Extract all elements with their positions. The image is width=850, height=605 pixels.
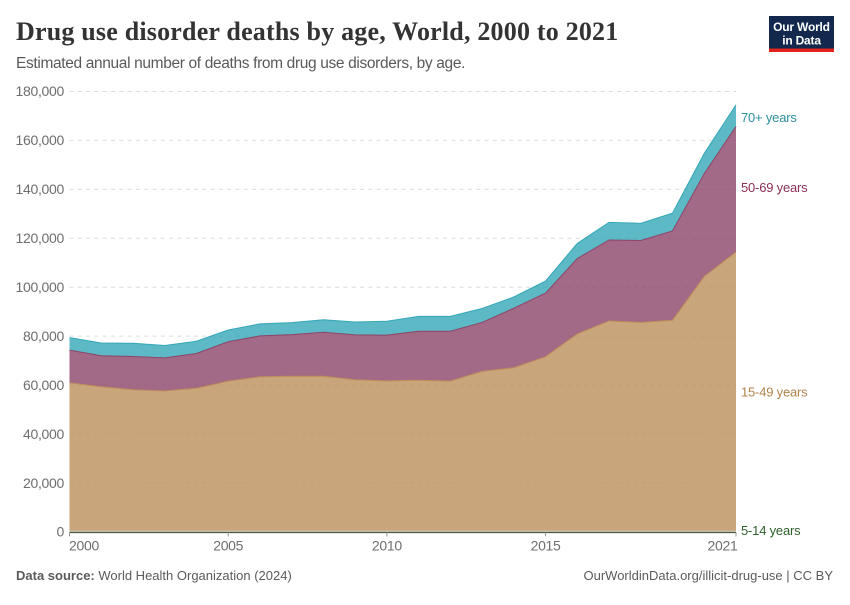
svg-text:140,000: 140,000 [15,181,64,197]
svg-text:120,000: 120,000 [15,230,64,246]
svg-text:Estimated annual number of dea: Estimated annual number of deaths from d… [16,55,465,72]
svg-text:70+ years: 70+ years [741,110,797,125]
svg-text:40,000: 40,000 [23,426,65,442]
svg-text:5-14 years: 5-14 years [741,523,801,538]
svg-text:2000: 2000 [69,538,99,554]
svg-text:Drug use disorder deaths by ag: Drug use disorder deaths by age, World, … [16,17,618,46]
svg-text:0: 0 [57,524,65,540]
svg-text:OurWorldinData.org/illicit-dru: OurWorldinData.org/illicit-drug-use | CC… [584,568,834,583]
svg-text:Data source: World Health Orga: Data source: World Health Organization (… [16,568,292,583]
svg-text:2021: 2021 [708,538,738,554]
svg-text:2015: 2015 [531,538,561,554]
svg-text:15-49 years: 15-49 years [741,385,808,400]
svg-text:160,000: 160,000 [15,132,64,148]
svg-text:80,000: 80,000 [23,328,65,344]
svg-text:Our World: Our World [773,20,830,34]
svg-text:2005: 2005 [213,538,243,554]
svg-text:60,000: 60,000 [23,377,65,393]
svg-text:in Data: in Data [782,34,821,48]
svg-text:180,000: 180,000 [15,83,64,99]
svg-text:100,000: 100,000 [15,279,64,295]
svg-text:2010: 2010 [372,538,402,554]
svg-text:20,000: 20,000 [23,475,65,491]
svg-text:50-69 years: 50-69 years [741,180,808,195]
